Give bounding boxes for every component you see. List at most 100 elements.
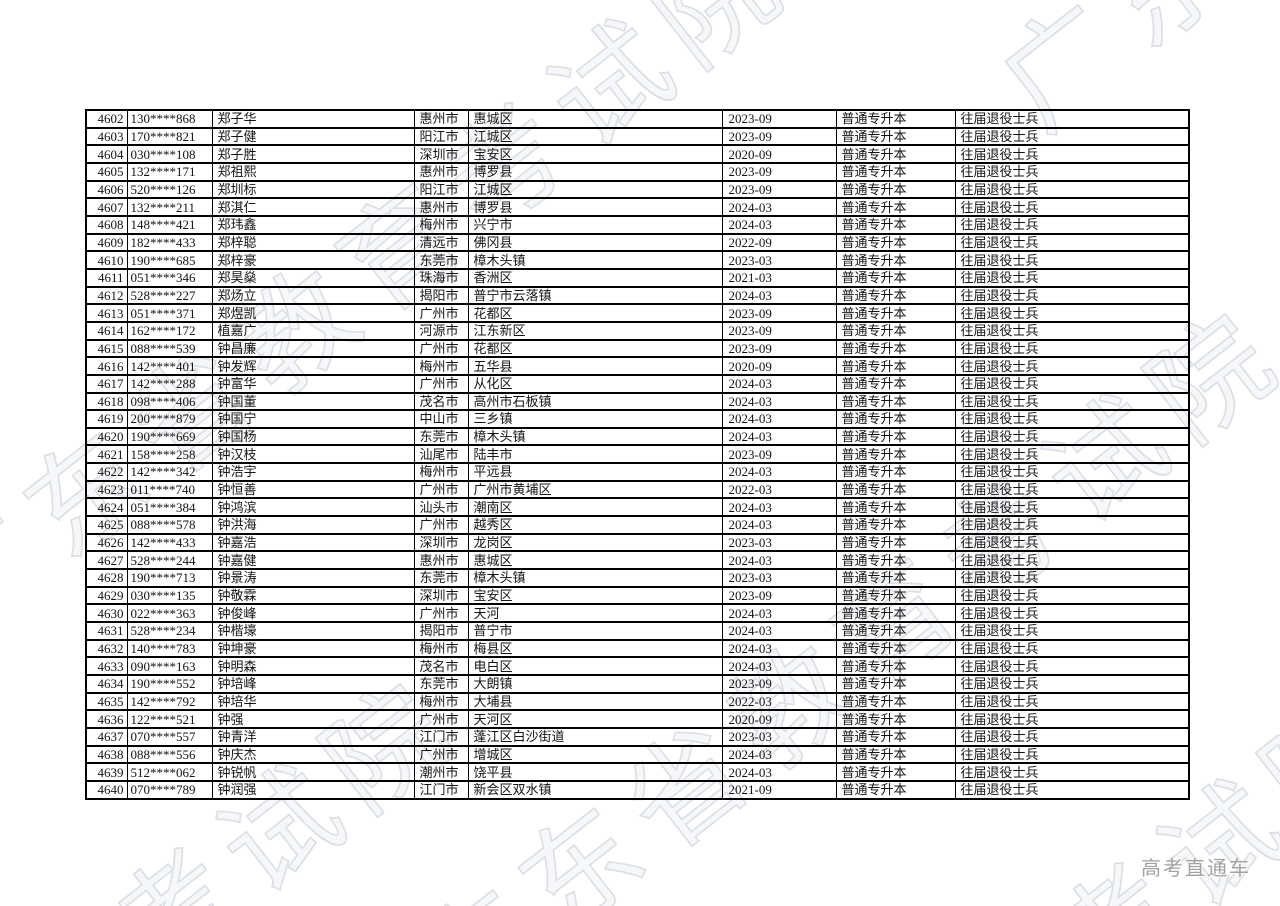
candidate-id: 200****879 bbox=[126, 409, 213, 429]
district: 花都区 bbox=[467, 338, 723, 359]
candidate-category: 往届退役士兵 bbox=[954, 762, 1190, 782]
candidate-id: 528****227 bbox=[126, 285, 213, 306]
city: 汕头市 bbox=[413, 497, 469, 518]
city: 梅州市 bbox=[413, 462, 469, 482]
city: 中山市 bbox=[413, 409, 469, 429]
table-row: 4620 190****669 钟国杨 东莞市 樟木头镇 2024-03 普通专升本 往届退役… bbox=[85, 426, 1190, 447]
candidate-category: 往届退役士兵 bbox=[954, 479, 1190, 500]
enroll-date: 2020-09 bbox=[721, 356, 837, 376]
exam-type: 普通专升本 bbox=[835, 621, 956, 641]
table-row: 4626 142****433 钟嘉浩 深圳市 龙岗区 2023-03 普通专升本 往届退役士… bbox=[85, 532, 1190, 553]
enroll-date: 2024-03 bbox=[721, 603, 837, 624]
enroll-date: 2024-03 bbox=[721, 285, 837, 306]
candidate-category: 往届退役士兵 bbox=[954, 109, 1190, 129]
row-seq: 4613 bbox=[85, 303, 128, 323]
city: 河源市 bbox=[413, 320, 469, 341]
candidate-name: 郑炀立 bbox=[211, 285, 415, 306]
table-row: 4625 088****578 钟洪海 广州市 越秀区 2024-03 普通专升本 往届退役士… bbox=[85, 515, 1190, 535]
exam-type: 普通专升本 bbox=[835, 144, 956, 164]
candidate-id: 142****401 bbox=[126, 356, 213, 376]
row-seq: 4635 bbox=[85, 691, 128, 712]
enroll-date: 2024-03 bbox=[721, 762, 837, 782]
enroll-date: 2024-03 bbox=[721, 214, 837, 235]
row-seq: 4625 bbox=[85, 515, 128, 535]
candidate-category: 往届退役士兵 bbox=[954, 161, 1190, 182]
row-seq: 4633 bbox=[85, 656, 128, 676]
enroll-date: 2024-03 bbox=[721, 550, 837, 571]
exam-type: 普通专升本 bbox=[835, 550, 956, 571]
exam-type: 普通专升本 bbox=[835, 373, 956, 394]
city: 广州市 bbox=[413, 744, 469, 765]
row-seq: 4607 bbox=[85, 197, 128, 217]
city: 广州市 bbox=[413, 603, 469, 624]
exam-type: 普通专升本 bbox=[835, 603, 956, 624]
table-row: 4614 162****172 植嘉广 河源市 江东新区 2023-09 普通专升本 往届退役… bbox=[85, 320, 1190, 341]
exam-type: 普通专升本 bbox=[835, 709, 956, 729]
candidate-id: 190****669 bbox=[126, 426, 213, 447]
candidate-name: 郑祖熙 bbox=[211, 161, 415, 182]
candidate-category: 往届退役士兵 bbox=[954, 356, 1190, 376]
exam-type: 普通专升本 bbox=[835, 109, 956, 129]
district: 广州市黄埔区 bbox=[467, 479, 723, 500]
row-seq: 4608 bbox=[85, 214, 128, 235]
candidate-category: 往届退役士兵 bbox=[954, 303, 1190, 323]
table-row: 4636 122****521 钟强 广州市 天河区 2020-09 普通专升本 往届退役士兵 bbox=[85, 709, 1190, 729]
row-seq: 4624 bbox=[85, 497, 128, 518]
row-seq: 4631 bbox=[85, 621, 128, 641]
district: 宝安区 bbox=[467, 585, 723, 606]
enroll-date: 2023-03 bbox=[721, 250, 837, 270]
enroll-date: 2023-09 bbox=[721, 109, 837, 129]
district: 从化区 bbox=[467, 373, 723, 394]
row-seq: 4628 bbox=[85, 568, 128, 588]
candidate-id: 520****126 bbox=[126, 179, 213, 200]
candidate-category: 往届退役士兵 bbox=[954, 532, 1190, 553]
candidate-name: 钟鸿滨 bbox=[211, 497, 415, 518]
candidate-category: 往届退役士兵 bbox=[954, 691, 1190, 712]
city: 广州市 bbox=[413, 373, 469, 394]
city: 珠海市 bbox=[413, 267, 469, 288]
exam-type: 普通专升本 bbox=[835, 532, 956, 553]
exam-type: 普通专升本 bbox=[835, 726, 956, 747]
candidate-name: 钟汉枝 bbox=[211, 444, 415, 465]
candidate-name: 郑梓聪 bbox=[211, 232, 415, 253]
city: 深圳市 bbox=[413, 144, 469, 164]
exam-type: 普通专升本 bbox=[835, 497, 956, 518]
enroll-date: 2022-03 bbox=[721, 479, 837, 500]
exam-type: 普通专升本 bbox=[835, 267, 956, 288]
candidate-id: 088****539 bbox=[126, 338, 213, 359]
district: 惠城区 bbox=[467, 109, 723, 129]
table-row: 4615 088****539 钟昌廉 广州市 花都区 2023-09 普通专升本 往届退役士… bbox=[85, 338, 1190, 359]
candidate-category: 往届退役士兵 bbox=[954, 232, 1190, 253]
candidate-id: 190****713 bbox=[126, 568, 213, 588]
exam-type: 普通专升本 bbox=[835, 444, 956, 465]
district: 普宁市 bbox=[467, 621, 723, 641]
candidate-name: 钟敬霖 bbox=[211, 585, 415, 606]
candidate-id: 070****789 bbox=[126, 779, 213, 800]
candidate-id: 182****433 bbox=[126, 232, 213, 253]
row-seq: 4618 bbox=[85, 391, 128, 412]
city: 东莞市 bbox=[413, 250, 469, 270]
candidate-id: 088****578 bbox=[126, 515, 213, 535]
candidate-name: 钟培峰 bbox=[211, 674, 415, 694]
table-row: 4637 070****557 钟青洋 江门市 蓬江区白沙街道 2023-03 普通专升本往… bbox=[85, 726, 1190, 747]
exam-type: 普通专升本 bbox=[835, 638, 956, 659]
table-row: 4640 070****789 钟润强 江门市 新会区双水镇 2021-09 普通专升本 往届… bbox=[85, 779, 1190, 800]
row-seq: 4636 bbox=[85, 709, 128, 729]
city: 茂名市 bbox=[413, 656, 469, 676]
table-row: 4611 051****346 郑昊燊 珠海市 香洲区 2021-03 普通专升本 往届退役士… bbox=[85, 267, 1190, 288]
district: 樟木头镇 bbox=[467, 568, 723, 588]
exam-type: 普通专升本 bbox=[835, 479, 956, 500]
candidate-name: 郑子华 bbox=[211, 109, 415, 129]
candidate-name: 郑煜凯 bbox=[211, 303, 415, 323]
candidate-category: 往届退役士兵 bbox=[954, 391, 1190, 412]
enroll-date: 2024-03 bbox=[721, 409, 837, 429]
enroll-date: 2024-03 bbox=[721, 462, 837, 482]
city: 东莞市 bbox=[413, 568, 469, 588]
candidate-category: 往届退役士兵 bbox=[954, 568, 1190, 588]
candidate-id: 170****821 bbox=[126, 126, 213, 147]
enroll-date: 2024-03 bbox=[721, 426, 837, 447]
exam-type: 普通专升本 bbox=[835, 250, 956, 270]
candidate-id: 142****433 bbox=[126, 532, 213, 553]
candidate-category: 往届退役士兵 bbox=[954, 638, 1190, 659]
table-row: 4639 512****062 钟锐帆 潮州市 饶平县 2024-03 普通专升本 往届退役士… bbox=[85, 762, 1190, 782]
